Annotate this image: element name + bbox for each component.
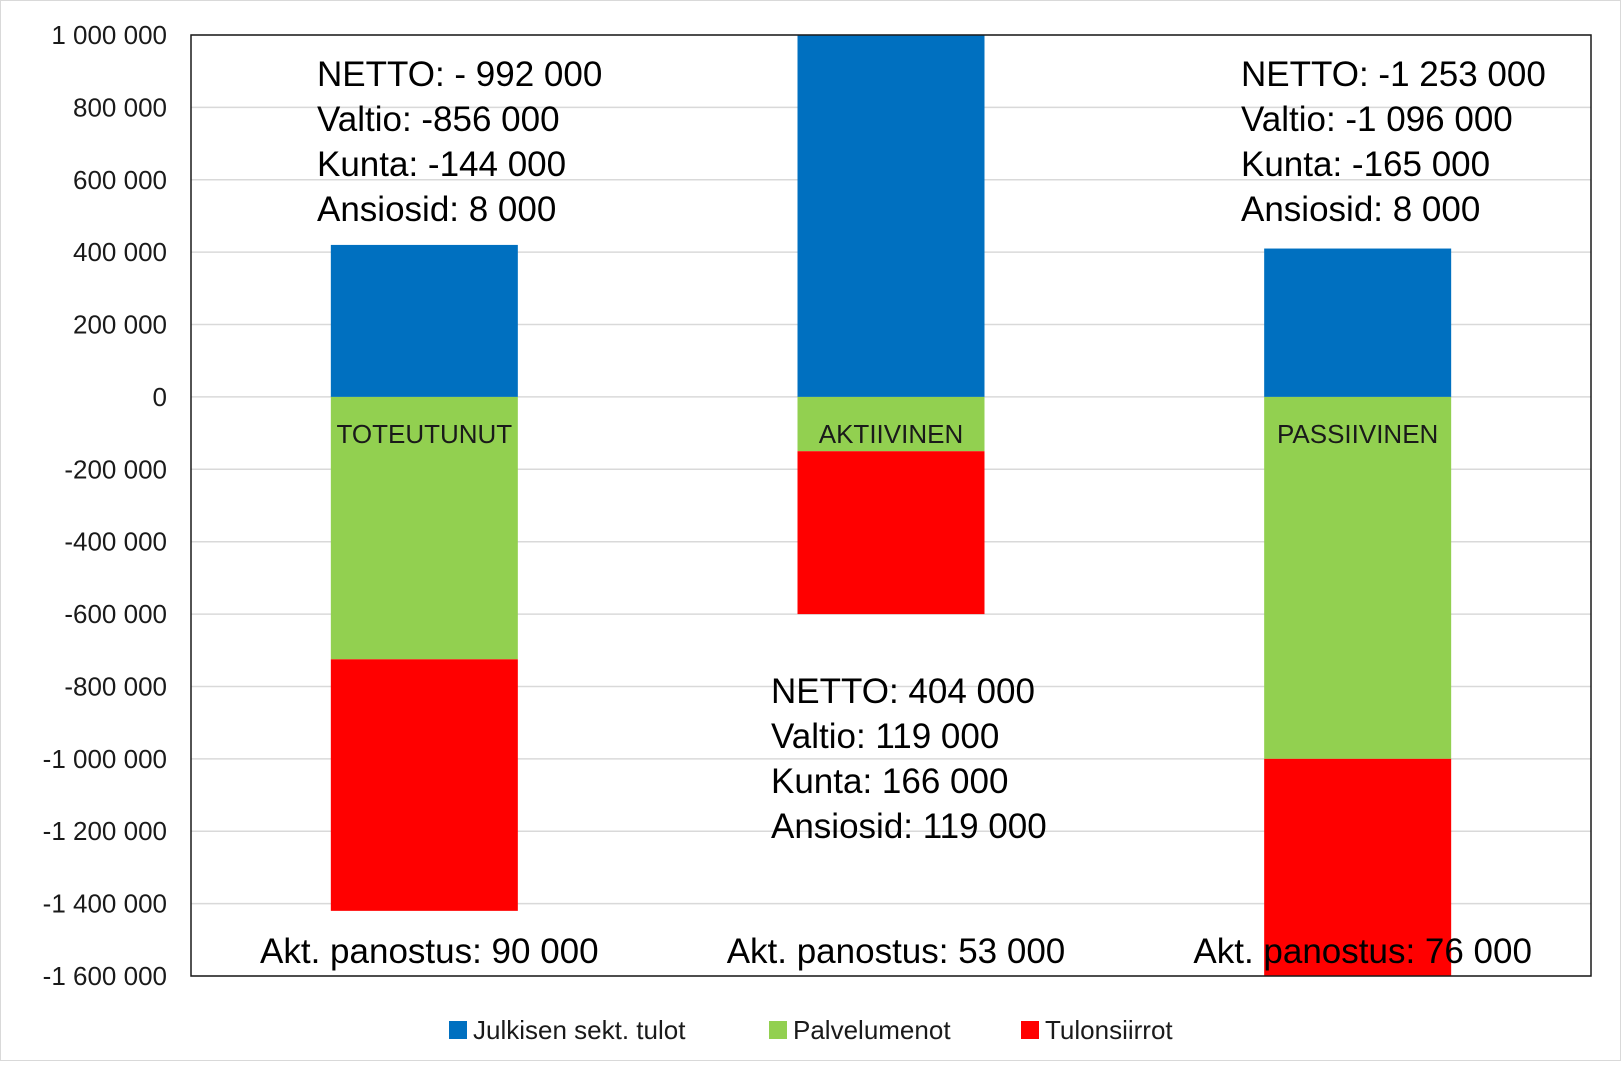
y-tick-label: -200 000 xyxy=(64,454,167,484)
y-tick-label: 800 000 xyxy=(73,92,167,122)
category-label: AKTIIVINEN xyxy=(819,419,963,449)
y-tick-label: -800 000 xyxy=(64,671,167,701)
y-tick-label: 1 000 000 xyxy=(51,20,167,50)
footer-label: Akt. panostus: 90 000 xyxy=(260,932,599,971)
annotation-line: Kunta: -165 000 xyxy=(1241,145,1490,184)
annotation-line: Kunta: 166 000 xyxy=(771,762,1008,801)
legend-swatch xyxy=(769,1021,787,1039)
bar-aktiivinen-series-3 xyxy=(797,451,985,615)
annotation-line: Ansiosid: 8 000 xyxy=(317,190,556,229)
legend-label: Tulonsiirrot xyxy=(1045,1015,1173,1045)
y-tick-label: -600 000 xyxy=(64,599,167,629)
footer-label: Akt. panostus: 76 000 xyxy=(1193,932,1532,971)
legend-label: Julkisen sekt. tulot xyxy=(473,1015,686,1045)
annotation-line: NETTO: 404 000 xyxy=(771,672,1035,711)
bar-passiivinen-series-1 xyxy=(1264,248,1452,397)
bar-aktiivinen-series-2 xyxy=(797,396,985,452)
y-tick-label: -1 000 000 xyxy=(43,744,167,774)
legend-swatch xyxy=(1021,1021,1039,1039)
y-tick-label: 0 xyxy=(153,382,167,412)
bar-passiivinen-series-2 xyxy=(1264,396,1452,759)
y-tick-label: -1 400 000 xyxy=(43,889,167,919)
bars xyxy=(330,35,1452,976)
category-labels: TOTEUTUNUT AKTIIVINEN PASSIIVINEN xyxy=(336,419,1438,449)
plot-frame xyxy=(190,34,1592,977)
y-tick-label: -400 000 xyxy=(64,527,167,557)
annotation-line: Ansiosid: 119 000 xyxy=(771,807,1047,846)
category-label: PASSIIVINEN xyxy=(1277,419,1438,449)
annotation-line: Kunta: -144 000 xyxy=(317,145,566,184)
footer-label: Akt. panostus: 53 000 xyxy=(727,932,1066,971)
bar-toteutunut-series-1 xyxy=(330,244,518,397)
bar-passiivinen-series-3 xyxy=(1264,758,1452,976)
legend-swatch xyxy=(449,1021,467,1039)
annotations: NETTO: - 992 000 Valtio: -856 000 Kunta: -… xyxy=(317,55,1546,846)
annotation-line: Valtio: -856 000 xyxy=(317,100,560,139)
bar-aktiivinen-series-1 xyxy=(797,35,985,397)
y-tick-label: 200 000 xyxy=(73,310,167,340)
legend-label: Palvelumenot xyxy=(793,1015,951,1045)
category-label: TOTEUTUNUT xyxy=(336,419,512,449)
y-tick-label: 400 000 xyxy=(73,237,167,267)
annotation-line: Ansiosid: 8 000 xyxy=(1241,190,1480,229)
footer-labels: Akt. panostus: 90 000 Akt. panostus: 53 0… xyxy=(260,932,1532,971)
annotation-line: Valtio: -1 096 000 xyxy=(1241,100,1513,139)
annotation-line: Valtio: 119 000 xyxy=(771,717,999,756)
y-tick-label: -1 600 000 xyxy=(43,961,167,991)
y-tick-label: -1 200 000 xyxy=(43,816,167,846)
legend: Julkisen sekt. tulot Palvelumenot Tulonsii… xyxy=(449,1015,1173,1045)
y-tick-label: 600 000 xyxy=(73,165,167,195)
bar-toteutunut-series-2 xyxy=(330,396,518,660)
y-axis-ticks: 1 000 000 800 000 600 000 400 000 200 000 0 -2… xyxy=(43,20,167,991)
annotation-line: NETTO: -1 253 000 xyxy=(1241,55,1546,94)
annotation-line: NETTO: - 992 000 xyxy=(317,55,602,94)
bar-toteutunut-series-3 xyxy=(330,659,518,911)
